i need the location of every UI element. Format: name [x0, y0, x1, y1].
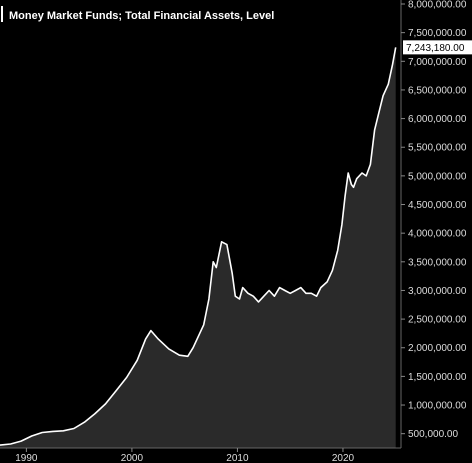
x-tick-label: 2010: [226, 453, 249, 463]
x-axis-ticks: 1990 2000 2010 2020: [15, 448, 355, 463]
x-tick-label: 1990: [15, 453, 38, 463]
chart-title-group: Money Market Funds; Total Financial Asse…: [1, 6, 274, 22]
series-line: [0, 47, 397, 446]
last-value-badge-box: [403, 40, 472, 55]
y-tick-label: 6,000,000.00: [408, 114, 467, 125]
y-tick-label: 3,500,000.00: [408, 257, 467, 268]
y-tick-label: 1,500,000.00: [408, 372, 467, 383]
y-tick-label: 2,500,000.00: [408, 315, 467, 326]
y-tick-label: 6,500,000.00: [408, 85, 467, 96]
y-tick-label: 4,000,000.00: [408, 229, 467, 240]
x-tick-label: 2000: [121, 453, 144, 463]
y-tick-label: 2,000,000.00: [408, 343, 467, 354]
y-tick-label: 500,000.00: [408, 429, 458, 440]
y-tick-label: 7,500,000.00: [408, 28, 467, 39]
y-tick-label: 5,500,000.00: [408, 143, 467, 154]
y-tick-label: 5,000,000.00: [408, 171, 467, 182]
last-value-badge: 7,243,180.00: [403, 40, 472, 55]
y-tick-label: 1,000,000.00: [408, 401, 467, 412]
y-tick-label: 8,000,000.00: [408, 0, 467, 11]
y-tick-label: 7,000,000.00: [408, 57, 467, 68]
x-tick-label: 2020: [332, 453, 355, 463]
series-area-fill: [0, 47, 396, 449]
y-tick-label: 4,500,000.00: [408, 200, 467, 211]
y-axis-ticks: 500,000.00 1,000,000.00 1,500,000.00 2,000,…: [401, 0, 467, 440]
y-tick-label: 3,000,000.00: [408, 286, 467, 297]
last-value-label: 7,243,180.00: [406, 43, 465, 54]
chart-title: Money Market Funds; Total Financial Asse…: [9, 10, 274, 22]
plot-area: [0, 47, 397, 449]
